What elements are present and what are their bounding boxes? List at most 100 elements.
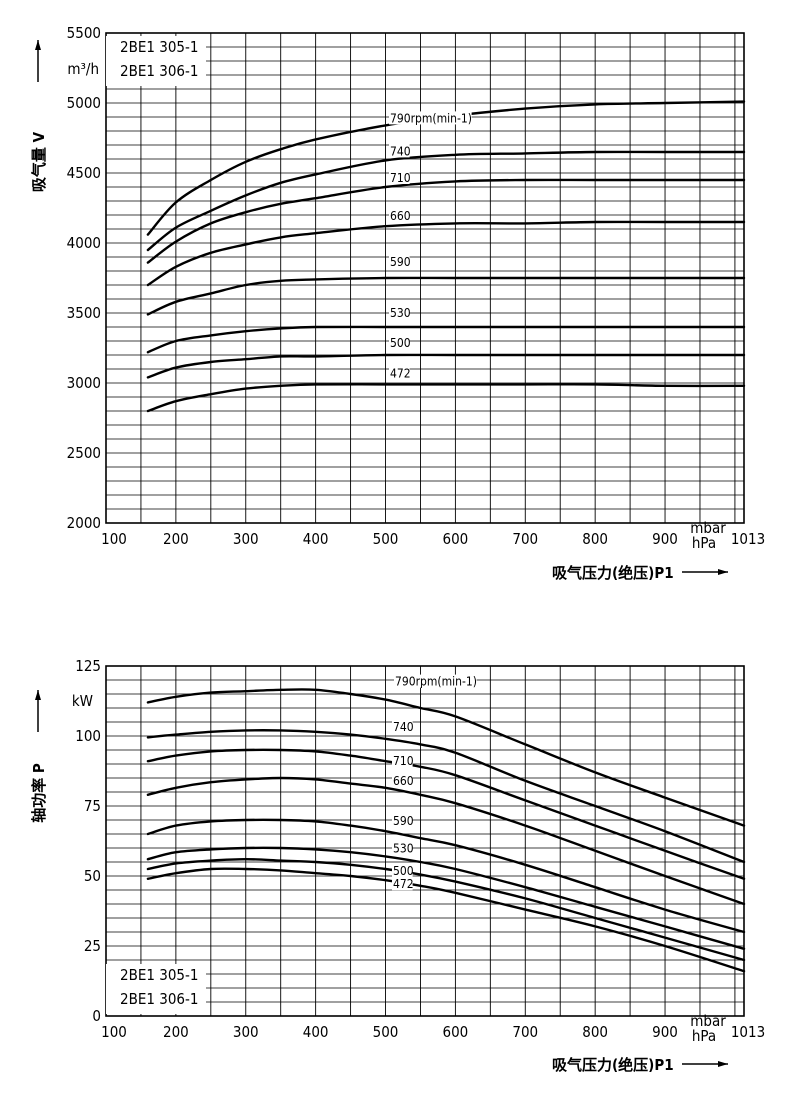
x-tick-label: 1013 [731,1023,765,1041]
series-label: 530 [390,306,411,320]
y-tick-label: 100 [75,727,101,745]
series-line-530 [146,325,746,354]
series-label-bg [389,111,472,125]
y-axis-title: 轴功率 P [30,763,48,823]
x-tick-label: 600 [443,530,469,548]
series-line-740 [146,729,746,864]
y-tick-label: 125 [75,657,101,675]
series-label-bg [389,144,410,158]
x-axis-title: 吸气压力(绝压)P1 [552,564,674,582]
shaft-power-chart: 0 25 50 75 100 125 100 200 300 400 500 600 700 800 900… [30,657,765,1074]
x-unit-label: mbar [690,519,726,537]
series-line-472 [146,867,746,973]
model-label: 2BE1 305-1 [120,38,198,56]
series-label: 660 [390,209,411,223]
series-line-790rpm-min-1- [146,688,746,827]
x-tick-label: 1013 [731,530,765,548]
series-line-710 [146,748,746,880]
series-label-bg [392,864,413,877]
series-label: 710 [390,171,411,185]
x-tick-label: 800 [582,1023,608,1041]
series-label-bg [392,814,413,828]
x-tick-label: 400 [303,1023,329,1041]
x-tick-label: 300 [233,1023,259,1041]
series-label: 790rpm(min-1) [395,675,477,689]
x-axis-arrowhead [718,1061,728,1067]
series-label-bg [389,366,410,380]
y-tick-label: 4500 [67,164,101,182]
series-label-bg [392,841,413,855]
model-box-bg [106,964,206,1014]
series-line-790rpm-min-1- [146,100,746,236]
x-tick-label: 200 [163,1023,189,1041]
x-tick-label: 900 [652,530,678,548]
series-line-740 [146,150,746,252]
series-label: 590 [390,255,411,269]
y-tick-label: 2000 [67,514,101,532]
grid [106,666,744,1016]
suction-capacity-chart: 2000 2500 3000 3500 4000 4500 5000 5500 100 200 30… [30,24,765,582]
plot-frame [105,665,745,1017]
model-label: 2BE1 306-1 [120,990,198,1008]
y-tick-label: 50 [84,867,101,885]
series-line-710 [146,178,746,264]
x-axis-title: 吸气压力(绝压)P1 [552,1056,674,1074]
x-tick-label: 100 [101,1023,127,1041]
y-axis-arrowhead [35,40,41,50]
series-label: 740 [393,720,414,734]
y-tick-label: 3500 [67,304,101,322]
x-tick-label: 900 [652,1023,678,1041]
series-line-590 [146,276,746,316]
x-unit-label: hPa [692,534,716,552]
series-line-530 [146,846,746,950]
x-tick-label: 400 [303,530,329,548]
x-unit-label: hPa [692,1027,716,1045]
series-label: 710 [393,754,414,768]
y-tick-label: 75 [84,797,101,815]
x-tick-label: 700 [512,1023,538,1041]
y-axis-title: 吸气量 V [30,131,48,192]
series-line-660 [146,220,746,287]
series-line-590 [146,818,746,934]
y-unit-label: kW [72,692,93,710]
series-label-bg [389,306,410,319]
series-label: 472 [390,366,411,380]
series-label-bg [389,171,410,184]
y-unit-label: m³/h [67,60,99,78]
x-tick-label: 700 [512,530,538,548]
x-tick-label: 600 [443,1023,469,1041]
x-unit-label: mbar [690,1012,726,1030]
x-axis-arrowhead [718,569,728,575]
x-tick-label: 500 [373,530,399,548]
x-tick-label: 100 [101,530,127,548]
x-tick-label: 200 [163,530,189,548]
series-label-bg [392,719,413,733]
y-tick-label: 5500 [67,24,101,42]
series-label: 500 [390,336,411,350]
series-label-bg [392,773,413,787]
series-label: 790rpm(min-1) [390,111,472,125]
y-tick-label: 2500 [67,444,101,462]
y-tick-label: 5000 [67,94,101,112]
series-label: 660 [393,774,414,788]
series-line-500 [146,353,746,379]
model-label: 2BE1 305-1 [120,966,198,984]
model-label: 2BE1 306-1 [120,62,198,80]
y-axis-arrowhead [35,690,41,700]
y-tick-label: 25 [84,937,101,955]
series-line-660 [146,776,746,906]
series-label-bg [389,336,410,349]
series-label: 500 [393,864,414,878]
y-tick-label: 3000 [67,374,101,392]
model-box-bg [106,36,206,86]
x-tick-label: 500 [373,1023,399,1041]
series-line-500 [146,858,746,962]
x-tick-label: 300 [233,530,259,548]
series-label: 472 [393,877,414,891]
series-label: 740 [390,144,411,158]
series-label-bg [392,754,413,768]
series-line-472 [146,383,746,413]
series-label: 590 [393,814,414,828]
series-label-bg [394,674,477,688]
x-tick-label: 800 [582,530,608,548]
